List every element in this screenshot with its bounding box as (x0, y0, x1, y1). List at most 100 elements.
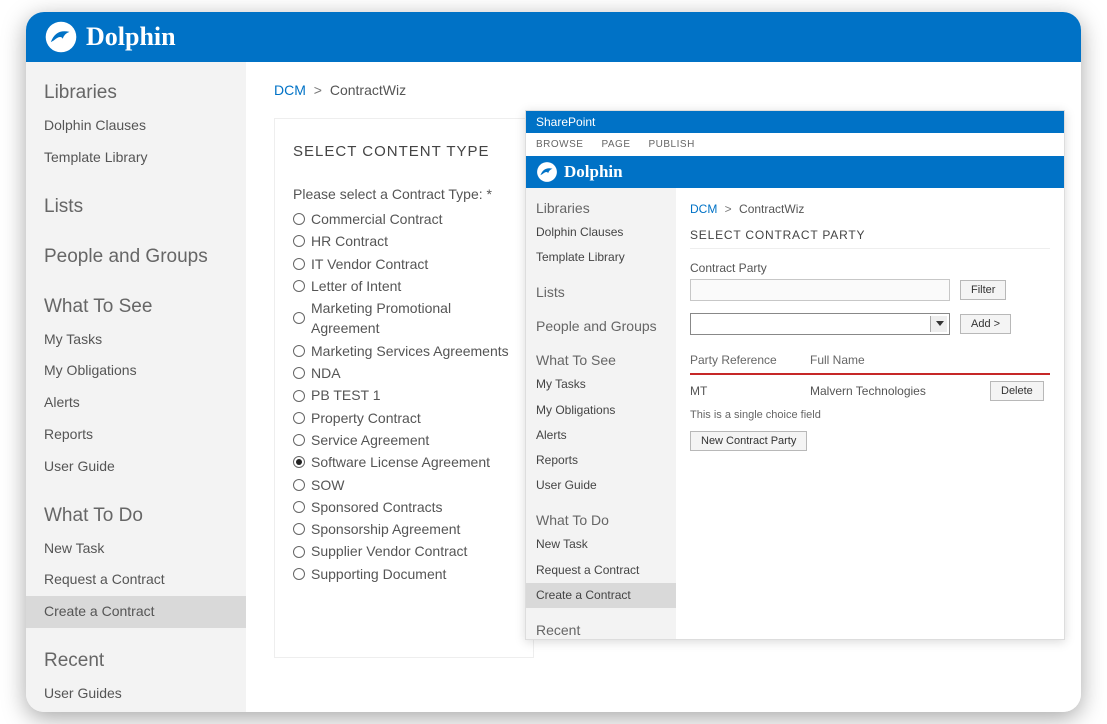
contract-type-option[interactable]: NDA (293, 362, 515, 384)
contract-type-option[interactable]: Letter of Intent (293, 275, 515, 297)
inset-tabs: BROWSE PAGE PUBLISH (526, 133, 1064, 156)
contract-type-option[interactable]: Commercial Contract (293, 208, 515, 230)
sidebar-section-title[interactable]: Lists (26, 190, 246, 224)
radio-icon[interactable] (293, 456, 305, 468)
sidebar-section-title[interactable]: Lists (526, 280, 676, 304)
sidebar-item[interactable]: Dolphin Clauses (526, 220, 676, 245)
contract-type-label: PB TEST 1 (311, 385, 381, 405)
contract-type-label: HR Contract (311, 231, 388, 251)
inset-tab[interactable]: BROWSE (536, 139, 583, 150)
contract-type-option[interactable]: Supporting Document (293, 563, 515, 585)
radio-icon[interactable] (293, 568, 305, 580)
sidebar-item[interactable]: My Tasks (526, 372, 676, 397)
sidebar-item[interactable]: Create a Contract (26, 596, 246, 628)
contract-type-radio-list: Commercial ContractHR ContractIT Vendor … (293, 208, 515, 585)
radio-icon[interactable] (293, 345, 305, 357)
radio-icon[interactable] (293, 546, 305, 558)
radio-icon[interactable] (293, 312, 305, 324)
chevron-down-icon (936, 321, 944, 326)
radio-icon[interactable] (293, 213, 305, 225)
contract-type-label: Marketing Promotional Agreement (311, 298, 515, 339)
contract-type-option[interactable]: Property Contract (293, 407, 515, 429)
panel-title: SELECT CONTENT TYPE (293, 143, 515, 160)
sidebar-item[interactable]: Alerts (26, 387, 246, 419)
sidebar-item[interactable]: Dolphin Clauses (26, 110, 246, 142)
contract-party-label: Contract Party (690, 261, 1050, 275)
radio-icon[interactable] (293, 434, 305, 446)
inset-window: SharePoint BROWSEPAGEPUBLISH Dolphin Lib… (525, 110, 1065, 640)
sidebar-item[interactable]: Reports (26, 419, 246, 451)
brand-logo: Dolphin (44, 20, 176, 54)
filter-button[interactable]: Filter (960, 280, 1006, 300)
dolphin-icon (44, 20, 78, 54)
col-action (990, 353, 1050, 367)
sidebar-item[interactable]: My Tasks (26, 324, 246, 356)
contract-type-label: Commercial Contract (311, 209, 442, 229)
radio-icon[interactable] (293, 390, 305, 402)
sidebar-section-title[interactable]: People and Groups (26, 240, 246, 274)
radio-icon[interactable] (293, 280, 305, 292)
delete-button[interactable]: Delete (990, 381, 1044, 401)
contract-type-label: Letter of Intent (311, 276, 401, 296)
sidebar-section-title[interactable]: What To Do (26, 499, 246, 533)
sidebar-item[interactable]: User Guide (526, 473, 676, 498)
radio-icon[interactable] (293, 258, 305, 270)
radio-icon[interactable] (293, 479, 305, 491)
sidebar-section-title[interactable]: What To See (26, 290, 246, 324)
contract-type-option[interactable]: PB TEST 1 (293, 384, 515, 406)
sidebar-item[interactable]: My Obligations (526, 398, 676, 423)
contract-type-option[interactable]: Sponsored Contracts (293, 496, 515, 518)
contract-type-option[interactable]: Marketing Promotional Agreement (293, 297, 515, 340)
sidebar-item[interactable]: New Task (526, 532, 676, 557)
sidebar-item[interactable]: Create a Contract (526, 583, 676, 608)
contract-type-label: SOW (311, 475, 344, 495)
sidebar-section-title[interactable]: Libraries (26, 76, 246, 110)
divider (690, 248, 1050, 249)
sidebar: LibrariesDolphin ClausesTemplate Library… (26, 62, 246, 712)
sidebar-item[interactable]: Request a Contract (526, 558, 676, 583)
contract-type-option[interactable]: Sponsorship Agreement (293, 518, 515, 540)
contract-party-input[interactable] (690, 279, 950, 301)
contract-type-label: Supporting Document (311, 564, 446, 584)
sidebar-section-title[interactable]: What To Do (526, 508, 676, 532)
add-button[interactable]: Add > (960, 314, 1011, 334)
sidebar-section-title[interactable]: What To See (526, 348, 676, 372)
inset-breadcrumb-root[interactable]: DCM (690, 202, 717, 216)
sidebar-item[interactable]: My Obligations (26, 355, 246, 387)
inset-tab[interactable]: PUBLISH (649, 139, 695, 150)
sidebar-item[interactable]: User Guides (26, 678, 246, 710)
breadcrumb-root[interactable]: DCM (274, 82, 306, 98)
contract-type-option[interactable]: Marketing Services Agreements (293, 340, 515, 362)
sidebar-item[interactable]: Template Library (526, 245, 676, 270)
inset-panel-title: SELECT CONTRACT PARTY (690, 228, 1050, 242)
contract-type-option[interactable]: Software License Agreement (293, 451, 515, 473)
radio-icon[interactable] (293, 501, 305, 513)
contract-type-option[interactable]: Supplier Vendor Contract (293, 540, 515, 562)
contract-type-option[interactable]: HR Contract (293, 230, 515, 252)
radio-icon[interactable] (293, 523, 305, 535)
sidebar-section-title[interactable]: People and Groups (526, 314, 676, 338)
sidebar-item[interactable]: New Task (26, 533, 246, 565)
sidebar-item[interactable]: Reports (526, 448, 676, 473)
col-full-name: Full Name (810, 353, 980, 367)
sidebar-item[interactable]: Alerts (526, 423, 676, 448)
sidebar-item[interactable]: Template Library (26, 142, 246, 174)
contract-type-label: Software License Agreement (311, 452, 490, 472)
sidebar-item[interactable]: User Guide (26, 451, 246, 483)
header-bar: Dolphin (26, 12, 1081, 62)
inset-tab[interactable]: PAGE (601, 139, 630, 150)
sidebar-section-title[interactable]: Recent (26, 644, 246, 678)
new-contract-party-button[interactable]: New Contract Party (690, 431, 807, 451)
breadcrumb-current: ContractWiz (330, 82, 406, 98)
sidebar-section-title[interactable]: Libraries (526, 196, 676, 220)
contract-type-option[interactable]: SOW (293, 474, 515, 496)
contract-type-option[interactable]: Service Agreement (293, 429, 515, 451)
contract-type-option[interactable]: IT Vendor Contract (293, 253, 515, 275)
radio-icon[interactable] (293, 412, 305, 424)
sidebar-section-title[interactable]: Recent (526, 618, 676, 640)
inset-body: LibrariesDolphin ClausesTemplate Library… (526, 188, 1064, 640)
radio-icon[interactable] (293, 367, 305, 379)
radio-icon[interactable] (293, 235, 305, 247)
contract-party-select[interactable] (690, 313, 950, 335)
sidebar-item[interactable]: Request a Contract (26, 564, 246, 596)
